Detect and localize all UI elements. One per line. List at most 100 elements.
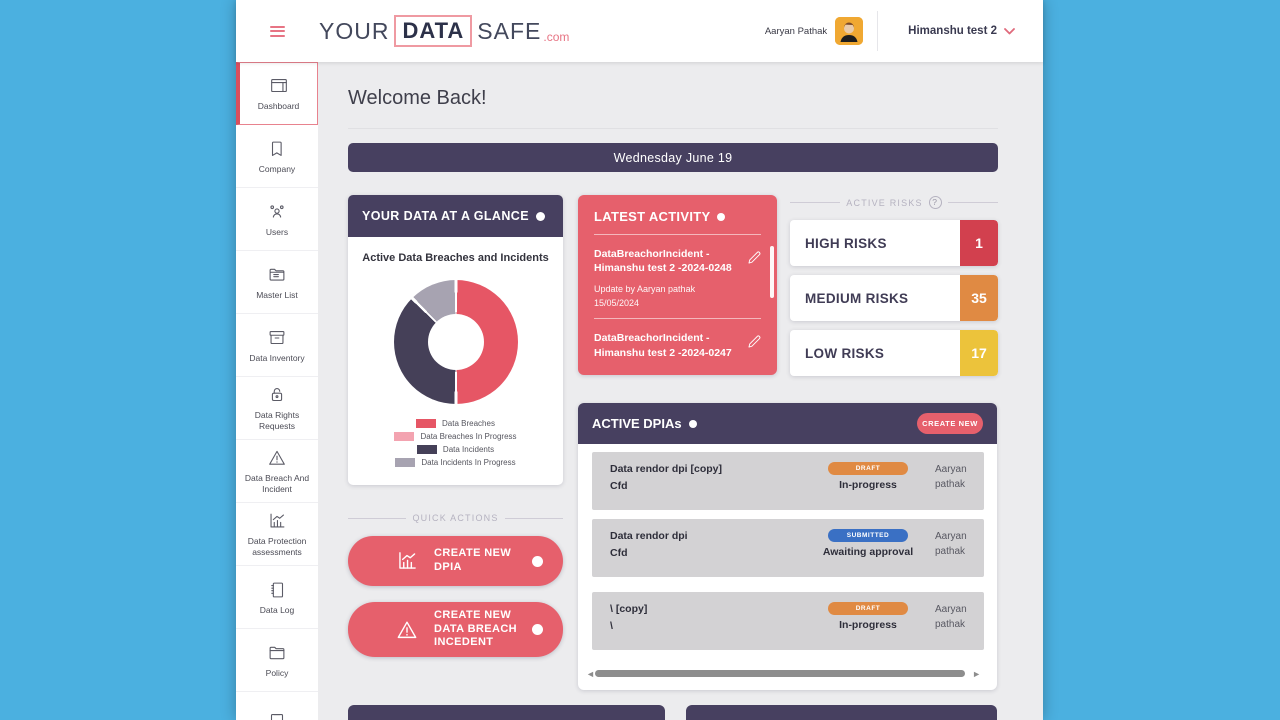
create-new-data-breach-quick-button[interactable]: CREATE NEW DATA BREACH INCEDENT [348, 602, 563, 657]
activity-item-meta: Update by Aaryan pathak 15/05/2024 [578, 284, 777, 308]
info-dot-icon[interactable] [535, 211, 545, 221]
sidebar-item-partial[interactable] [236, 692, 318, 720]
donut-chart-wrap [393, 280, 518, 404]
create-new-dpia-quick-button[interactable]: CREATE NEW DPIA [348, 536, 563, 586]
warning-triangle-icon [394, 617, 420, 643]
top-header: YOUR DATA SAFE .com Aaryan Pathak [236, 0, 1043, 62]
sidebar: Dashboard Company Users Master List Data… [236, 62, 318, 720]
sidebar-item-label: Users [265, 226, 289, 237]
quick-actions-text: QUICK ACTIONS [412, 513, 499, 523]
legend-swatch [394, 432, 415, 441]
quick-button-label: CREATE NEW DPIA [434, 547, 512, 573]
sidebar-item-label: Dashboard [257, 101, 300, 112]
status-badge: DRAFT [828, 602, 908, 615]
sidebar-item-company[interactable]: Company [236, 125, 318, 188]
legend-item[interactable]: Data Breaches [348, 419, 563, 428]
sidebar-item-master-list[interactable]: Master List [236, 251, 318, 314]
archive-box-icon [269, 330, 285, 344]
edit-pencil-icon[interactable] [746, 333, 763, 350]
activity-item[interactable]: DataBreachorIncident - Himanshu test 2 -… [578, 247, 777, 275]
help-icon[interactable]: ? [928, 196, 942, 209]
dpia-title: Data rendor dpi [610, 530, 688, 542]
logo-safe: SAFE [477, 17, 542, 44]
legend-item[interactable]: Data Incidents In Progress [348, 458, 563, 467]
info-dot-icon [532, 555, 543, 567]
bar-chart-icon [394, 548, 420, 574]
legend-label: Data Incidents [442, 445, 495, 454]
sidebar-item-data-breach-and-incident[interactable]: Data Breach And Incident [236, 440, 318, 503]
warning-triangle-icon [269, 451, 285, 466]
chart-title: Active Data Breaches and Incidents [362, 252, 549, 264]
scroll-left-arrow-icon[interactable]: ◄ [586, 669, 595, 679]
data-glance-card: YOUR DATA AT A GLANCE Active Data Breach… [348, 195, 563, 485]
risk-label: MEDIUM RISKS [805, 290, 909, 306]
scrollbar-thumb[interactable] [595, 670, 965, 677]
info-dot-icon [532, 624, 543, 635]
dpia-row[interactable]: Data rendor dpi [copy] Cfd DRAFT In-prog… [592, 452, 984, 510]
sidebar-item-label: Data Breach And Incident [244, 473, 310, 494]
user-name: Aaryan Pathak [764, 25, 828, 37]
dpia-owner: Aaryan pathak [935, 531, 967, 557]
activity-updated-by: Update by Aaryan pathak [594, 284, 696, 295]
activity-item[interactable]: DataBreachorIncident - Himanshu test 2 -… [578, 331, 777, 359]
dpia-title: \ [copy] [610, 603, 648, 615]
low-risks-row[interactable]: LOW RISKS 17 [790, 330, 998, 376]
page-title: Welcome Back! [348, 87, 487, 109]
sidebar-item-label: Data Inventory [249, 352, 305, 363]
folder-files-icon [269, 268, 285, 281]
sidebar-item-users[interactable]: Users [236, 188, 318, 251]
legend-item[interactable]: Data Incidents [348, 445, 563, 454]
logo-your: YOUR [319, 17, 390, 44]
logo-com: .com [543, 30, 570, 44]
latest-activity-card: LATEST ACTIVITY DataBreachorIncident - H… [578, 195, 777, 375]
activity-item-title: DataBreachorIncident - Himanshu test 2 -… [594, 332, 732, 359]
org-selector[interactable]: Himanshu test 2 [878, 25, 1043, 37]
sidebar-item-data-log[interactable]: Data Log [236, 566, 318, 629]
sidebar-item-data-protection-assessments[interactable]: Data Protection assessments [236, 503, 318, 566]
info-dot-icon[interactable] [688, 419, 697, 428]
clipboard-icon [270, 714, 284, 720]
edit-pencil-icon[interactable] [746, 249, 763, 266]
legend-item[interactable]: Data Breaches In Progress [348, 432, 563, 441]
dpia-subtitle: Cfd [610, 480, 628, 492]
dpia-row[interactable]: \ [copy] \ DRAFT In-progress Aaryan path… [592, 592, 984, 650]
hamburger-menu-icon[interactable] [270, 23, 285, 39]
info-dot-icon[interactable] [717, 212, 726, 221]
lock-icon [271, 388, 283, 402]
dpia-status: In-progress [839, 479, 897, 491]
bar-chart-icon [270, 513, 285, 528]
sidebar-item-label: Data Rights Requests [254, 410, 300, 431]
bottom-card-header-left [348, 705, 665, 720]
notebook-icon [271, 582, 284, 598]
logo-data: DATA [394, 15, 473, 47]
sidebar-item-policy[interactable]: Policy [236, 629, 318, 692]
activity-divider [594, 318, 761, 320]
sidebar-item-dashboard[interactable]: Dashboard [236, 62, 318, 125]
donut-hole [427, 314, 484, 370]
status-badge: SUBMITTED [828, 529, 908, 542]
app-window: YOUR DATA SAFE .com Aaryan Pathak [236, 0, 1043, 720]
activity-divider [594, 234, 761, 235]
medium-risks-row[interactable]: MEDIUM RISKS 35 [790, 275, 998, 321]
scroll-right-arrow-icon[interactable]: ► [972, 669, 981, 679]
org-selector-label: Himanshu test 2 [908, 25, 997, 37]
dpia-title: Data rendor dpi [copy] [610, 463, 723, 475]
high-risks-row[interactable]: HIGH RISKS 1 [790, 220, 998, 266]
risk-count-badge: 17 [960, 330, 998, 376]
folder-icon [269, 646, 285, 659]
active-dpias-card: ACTIVE DPIAs CREATE NEW Data rendor dpi … [578, 403, 997, 690]
sidebar-item-data-rights-requests[interactable]: Data Rights Requests [236, 377, 318, 440]
dpia-status: In-progress [839, 619, 897, 631]
quick-button-label: CREATE NEW DATA BREACH INCEDENT [434, 608, 518, 649]
dpia-row[interactable]: Data rendor dpi Cfd SUBMITTED Awaiting a… [592, 519, 984, 577]
avatar[interactable] [835, 17, 864, 45]
activity-scrollbar[interactable] [770, 246, 774, 298]
create-new-dpia-button[interactable]: CREATE NEW [917, 413, 983, 434]
dashboard-icon [270, 79, 287, 93]
dpia-owner: Aaryan pathak [935, 464, 967, 490]
date-banner: Wednesday June 19 [348, 143, 998, 172]
activity-date: 15/05/2024 [594, 298, 640, 309]
sidebar-item-label: Policy [265, 667, 289, 678]
sidebar-item-data-inventory[interactable]: Data Inventory [236, 314, 318, 377]
